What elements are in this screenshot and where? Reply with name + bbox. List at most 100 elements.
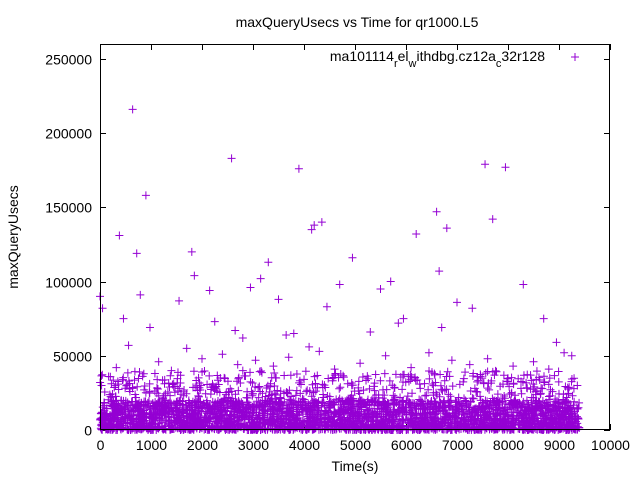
- data-point-dense: [235, 406, 244, 415]
- data-point-mid: [563, 383, 572, 392]
- data-point: [294, 164, 303, 173]
- data-point-mid: [295, 376, 304, 385]
- data-point-mid: [370, 386, 379, 395]
- data-point-mid: [376, 376, 385, 385]
- data-point-mid: [507, 388, 516, 397]
- data-point-dense: [534, 397, 543, 406]
- data-point-dense: [268, 405, 277, 414]
- data-point-dense: [226, 424, 235, 433]
- data-point-dense: [542, 408, 551, 417]
- data-point-mid: [220, 394, 229, 403]
- data-point-mid: [98, 370, 107, 379]
- data-point-mid: [265, 387, 274, 396]
- y-tick-label: 150000: [45, 200, 92, 216]
- data-point-mid: [370, 382, 379, 391]
- data-point-mid: [164, 379, 173, 388]
- data-point-dense: [522, 416, 531, 425]
- data-point-mid: [271, 390, 280, 399]
- data-point-mid: [163, 388, 172, 397]
- data-point-mid: [491, 366, 500, 375]
- data-point-mid: [461, 368, 470, 377]
- data-point-dense: [182, 413, 191, 422]
- x-tick-label: 6000: [391, 437, 422, 453]
- data-point-dense: [126, 414, 135, 423]
- data-point-mid: [567, 377, 576, 386]
- data-point-dense: [217, 418, 226, 427]
- data-point-mid: [97, 371, 106, 380]
- data-point: [112, 363, 121, 372]
- data-point-dense: [477, 414, 486, 423]
- data-point-dense: [478, 418, 487, 427]
- data-point-dense: [332, 424, 341, 433]
- data-point-dense: [133, 407, 142, 416]
- data-point-dense: [501, 410, 510, 419]
- data-point-dense: [344, 405, 353, 414]
- data-point-mid: [213, 387, 222, 396]
- data-point-mid: [354, 377, 363, 386]
- data-point-dense: [382, 415, 391, 424]
- data-point-dense: [483, 397, 492, 406]
- data-point-mid: [468, 394, 477, 403]
- data-point-dense: [454, 418, 463, 427]
- data-point-mid: [134, 374, 143, 383]
- data-point: [145, 323, 154, 332]
- data-point-dense: [260, 419, 269, 428]
- data-point-mid: [490, 371, 499, 380]
- data-point-mid: [267, 394, 276, 403]
- legend: ma101114relwithdbg.cz12ac32r128: [330, 48, 579, 70]
- data-point-mid: [499, 380, 507, 389]
- data-point-mid: [493, 390, 502, 399]
- data-point-mid: [238, 366, 247, 375]
- data-point-dense: [268, 415, 277, 424]
- data-point-dense: [302, 407, 311, 416]
- data-point-mid: [270, 369, 279, 378]
- data-point-mid: [135, 367, 144, 376]
- x-tick-label: 8000: [493, 437, 524, 453]
- data-point-mid: [194, 391, 203, 400]
- data-point: [453, 298, 461, 307]
- data-point-mid: [194, 392, 203, 401]
- data-point: [128, 105, 137, 114]
- data-point-mid: [548, 387, 557, 396]
- data-point-mid: [145, 388, 154, 397]
- data-point: [381, 351, 390, 360]
- data-point-mid: [473, 377, 482, 386]
- data-point-dense: [472, 424, 481, 433]
- data-point-dense: [283, 403, 292, 412]
- data-point-dense: [538, 396, 547, 405]
- data-point: [132, 249, 141, 258]
- data-point-dense: [459, 424, 468, 433]
- data-point-mid: [422, 391, 431, 400]
- data-point-dense: [470, 408, 479, 417]
- data-point-dense: [519, 397, 528, 406]
- data-point-dense: [501, 421, 510, 430]
- data-point-dense: [426, 409, 435, 418]
- data-point-mid: [538, 384, 547, 393]
- data-point-dense: [491, 416, 500, 425]
- data-point-dense: [171, 403, 180, 412]
- data-point-dense: [308, 418, 317, 427]
- data-point-mid: [325, 392, 334, 401]
- data-point-mid: [160, 375, 169, 384]
- data-point-dense: [427, 396, 436, 405]
- data-point-mid: [350, 387, 359, 396]
- y-tick-label: 50000: [53, 349, 92, 365]
- data-point-mid: [485, 385, 494, 394]
- data-point-dense: [260, 406, 269, 415]
- data-point-mid: [295, 378, 304, 387]
- data-point-mid: [532, 386, 541, 395]
- data-point-dense: [457, 403, 466, 412]
- data-point-dense: [197, 407, 206, 416]
- data-point-mid: [380, 369, 389, 378]
- data-point: [567, 351, 576, 360]
- data-point-dense: [200, 416, 209, 425]
- data-point-dense: [175, 413, 184, 422]
- data-point-mid: [254, 393, 263, 402]
- data-point-mid: [354, 383, 363, 392]
- data-point: [488, 215, 497, 224]
- data-point-dense: [485, 402, 494, 411]
- data-point-mid: [546, 385, 555, 394]
- data-point: [399, 314, 408, 323]
- data-point-mid: [421, 391, 430, 400]
